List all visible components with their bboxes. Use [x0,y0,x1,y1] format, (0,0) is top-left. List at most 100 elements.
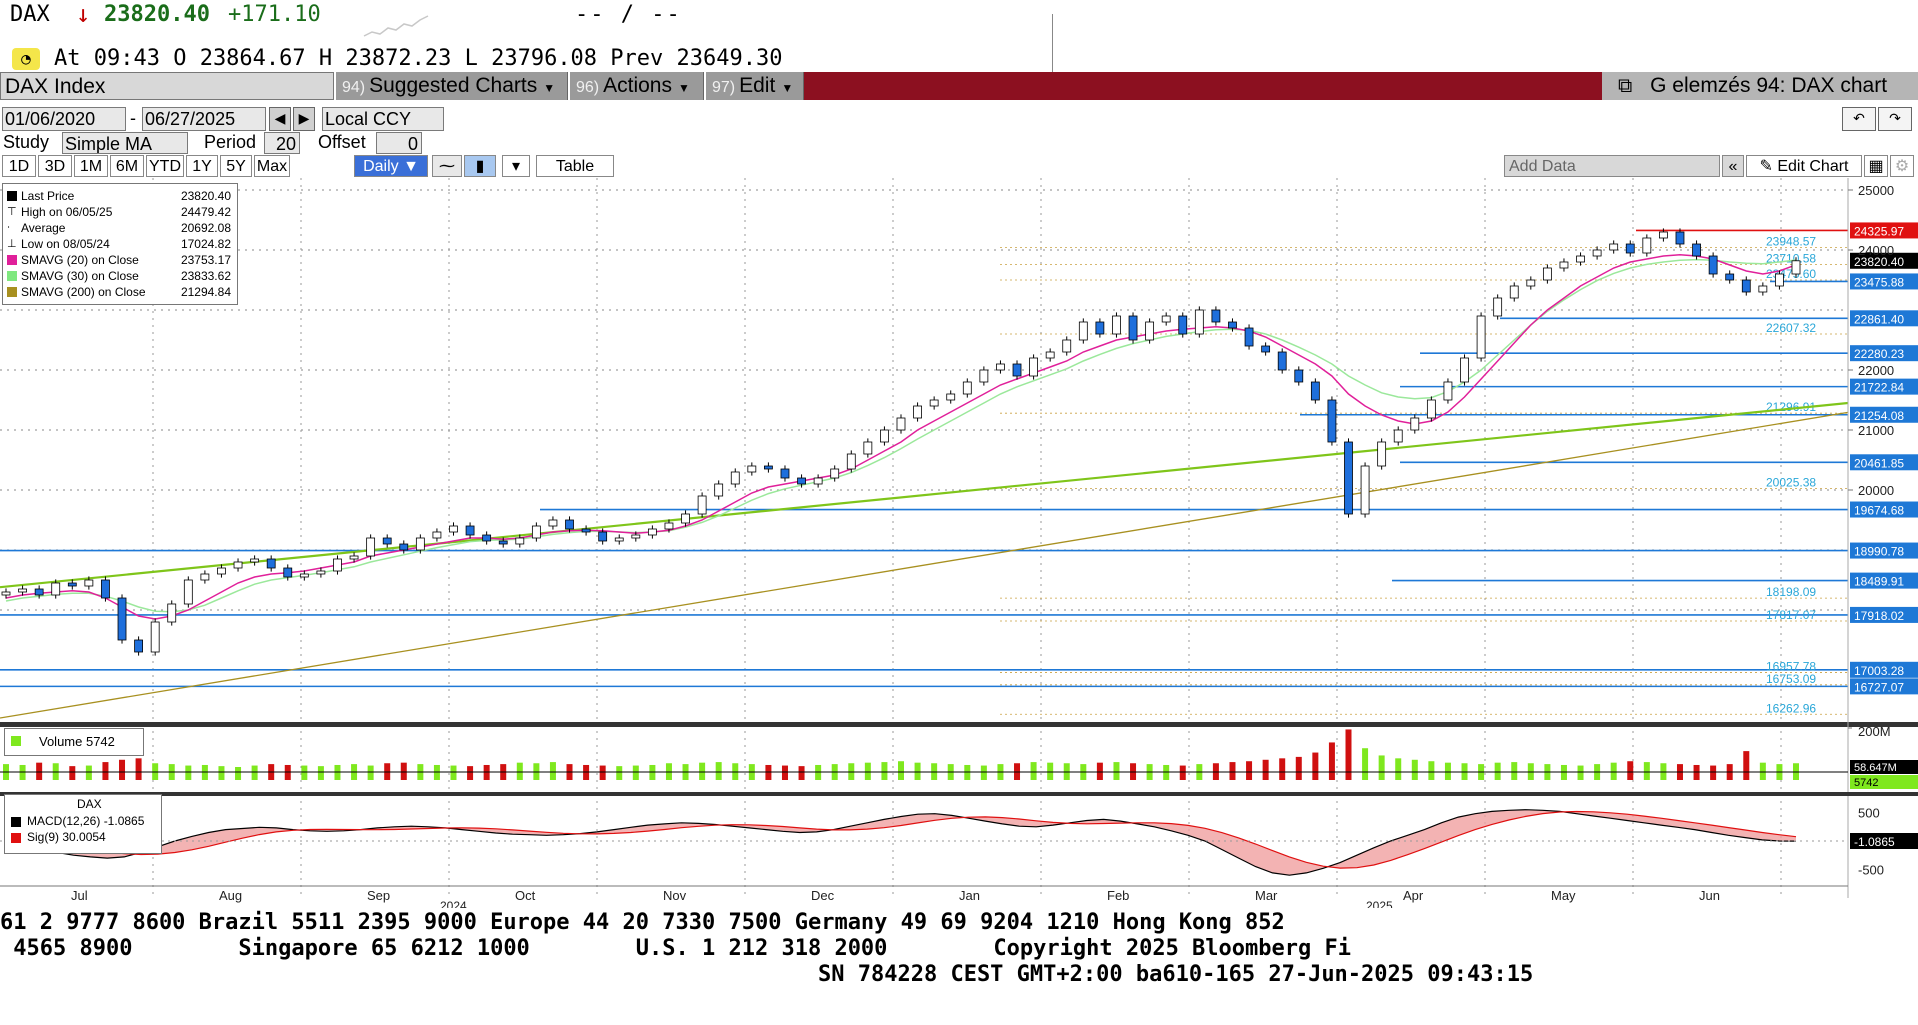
macd-last-tag [1850,833,1918,849]
legend-value: 23820.40 [180,189,231,203]
period-button-max[interactable]: Max [254,155,290,177]
edit-chart-button[interactable]: ✎ Edit Chart [1746,155,1862,177]
candle-body [896,417,906,431]
volume-bar [367,765,374,780]
volume-bar [1362,748,1369,780]
candle-body [134,639,143,653]
candle-body [581,528,591,533]
legend-value: 20692.08 [180,221,231,235]
volume-bar [699,762,706,780]
candle-body [1775,273,1784,287]
candle-body [846,453,856,470]
table-button[interactable]: Table [536,155,614,177]
candle-body [1211,309,1221,323]
line-chart-icon[interactable]: ⁓ [432,155,462,177]
fib-label: 16753.09 [1766,672,1816,686]
candle-body [1758,285,1768,293]
legend-value: 17024.82 [180,237,231,251]
gear-icon[interactable]: ⚙ [1890,155,1914,177]
legend-swatch [7,287,17,297]
chart-type-caret-icon[interactable]: ▾ [502,155,530,177]
period-button-1y[interactable]: 1Y [186,155,218,177]
last-price: 23820.40 [104,2,210,27]
frequency-select[interactable]: Daily ▼ [354,155,428,177]
period-button-1m[interactable]: 1M [74,155,108,177]
candle-body [697,495,707,515]
volume-last-tag [1850,775,1918,789]
legend-swatch [7,191,17,201]
external-link-icon: ⧉ [1618,75,1633,97]
volume-bar [1643,762,1650,780]
currency-select[interactable]: Local CCY [322,107,444,131]
candle-body [1592,249,1602,257]
volume-legend: Volume 5742 [4,728,144,756]
gauge-icon[interactable]: ◔ [12,48,40,70]
chart-area[interactable]: 24325.97 23475.88 22861.40 22280.23 21722.84… [0,178,1918,908]
collapse-icon[interactable]: « [1722,155,1744,177]
offset-field[interactable]: 0 [376,132,422,154]
actions-menu[interactable]: 96) Actions ▼ [570,72,704,100]
price-change: +171.10 [228,2,321,27]
candle-body [1625,243,1635,254]
last-price-tag [1850,252,1918,269]
volume-bar [1030,762,1037,780]
start-date-field[interactable]: 01/06/2020 [2,107,126,131]
period-button-6m[interactable]: 6M [110,155,144,177]
macd-last-label: -1.0865 [1854,835,1895,849]
price-axis: 25000 24000 22000 21000 20000 [1847,178,1894,898]
prev-arrow-icon[interactable]: ◀ [269,107,291,131]
add-data-field[interactable]: Add Data [1504,155,1720,177]
period-button-1d[interactable]: 1D [2,155,36,177]
security-title[interactable]: DAX Index [0,72,334,100]
candle-body [1426,399,1436,419]
fib-label: 16957.78 [1766,660,1816,674]
period-button-ytd[interactable]: YTD [146,155,184,177]
trend-line-upper [0,401,1849,589]
volume-bar [1096,762,1103,780]
candle-body [1294,369,1304,383]
chart-settings-icon[interactable]: ▦ [1864,155,1888,177]
panel-divider [0,722,1918,727]
study-select[interactable]: Simple MA [62,132,188,154]
volume-bar [218,766,225,780]
candle-body [1360,465,1370,515]
undo-icon[interactable]: ↶ [1842,107,1876,131]
redo-icon[interactable]: ↷ [1878,107,1912,131]
macd-histogram-fill [6,809,1796,876]
suggested-charts-menu[interactable]: 94) Suggested Charts ▼ [336,72,568,100]
period-field[interactable]: 20 [264,132,300,154]
level-tag-label: 22861.40 [1854,312,1904,326]
candle-body [1443,381,1453,401]
candle-body [200,573,210,581]
candle-body [1145,321,1155,341]
month-label: Aug [219,888,242,903]
candle-body [1,591,11,596]
volume-bar [119,759,126,780]
volume-bar [1411,759,1418,780]
volume-bar [1743,751,1750,780]
volume-bar [1312,752,1319,780]
level-tag-label: 17003.28 [1854,664,1904,678]
candle-body [167,603,177,623]
level-tag-label: 17918.02 [1854,609,1904,623]
period-button-3d[interactable]: 3D [38,155,72,177]
end-date-field[interactable]: 06/27/2025 [142,107,266,131]
candle-chart-icon[interactable]: ▮ [464,155,496,177]
candle-body [913,405,922,419]
volume-legend-label: Volume 5742 [39,734,115,749]
volume-bar [1378,755,1385,780]
next-arrow-icon[interactable]: ▶ [293,107,315,131]
volume-bar [135,758,142,780]
edit-menu[interactable]: 97) Edit ▼ [706,72,804,100]
legend-label: Low on 08/05/24 [21,237,110,251]
month-label: Mar [1255,888,1278,903]
launchpad-link[interactable]: ⧉ G elemzés 94: DAX chart [1602,72,1918,100]
volume-bar [980,765,987,780]
legend-row: SMAVG (200) on Close 21294.84 [7,285,235,301]
candle-body [250,558,260,563]
period-button-5y[interactable]: 5Y [220,155,252,177]
candle-body [1377,441,1387,467]
candle-body [266,558,276,569]
volume-bar [1047,762,1054,780]
time-axis: Jul Aug Sep Oct Nov Dec Jan Feb Mar Apr May Jun 2024… [0,885,1848,908]
